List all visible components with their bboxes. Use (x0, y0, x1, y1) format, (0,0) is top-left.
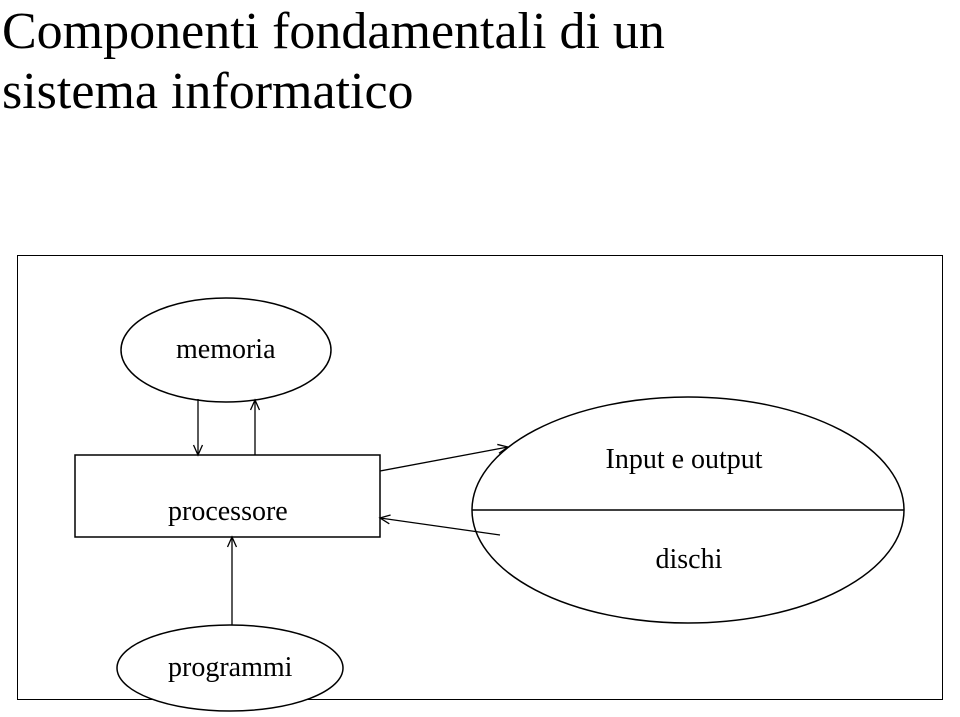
diagram-frame (17, 255, 943, 700)
title-line1: Componenti fondamentali di un (2, 3, 665, 60)
title-line2: sistema informatico (2, 63, 414, 120)
page-title: Componenti fondamentali di un sistema in… (2, 2, 960, 122)
memoria-label: memoria (176, 334, 276, 366)
programmi-label: programmi (168, 652, 292, 684)
io-top-label: Input e output (606, 444, 763, 476)
processore-label: processore (168, 496, 288, 528)
io-bottom-label: dischi (656, 544, 723, 576)
